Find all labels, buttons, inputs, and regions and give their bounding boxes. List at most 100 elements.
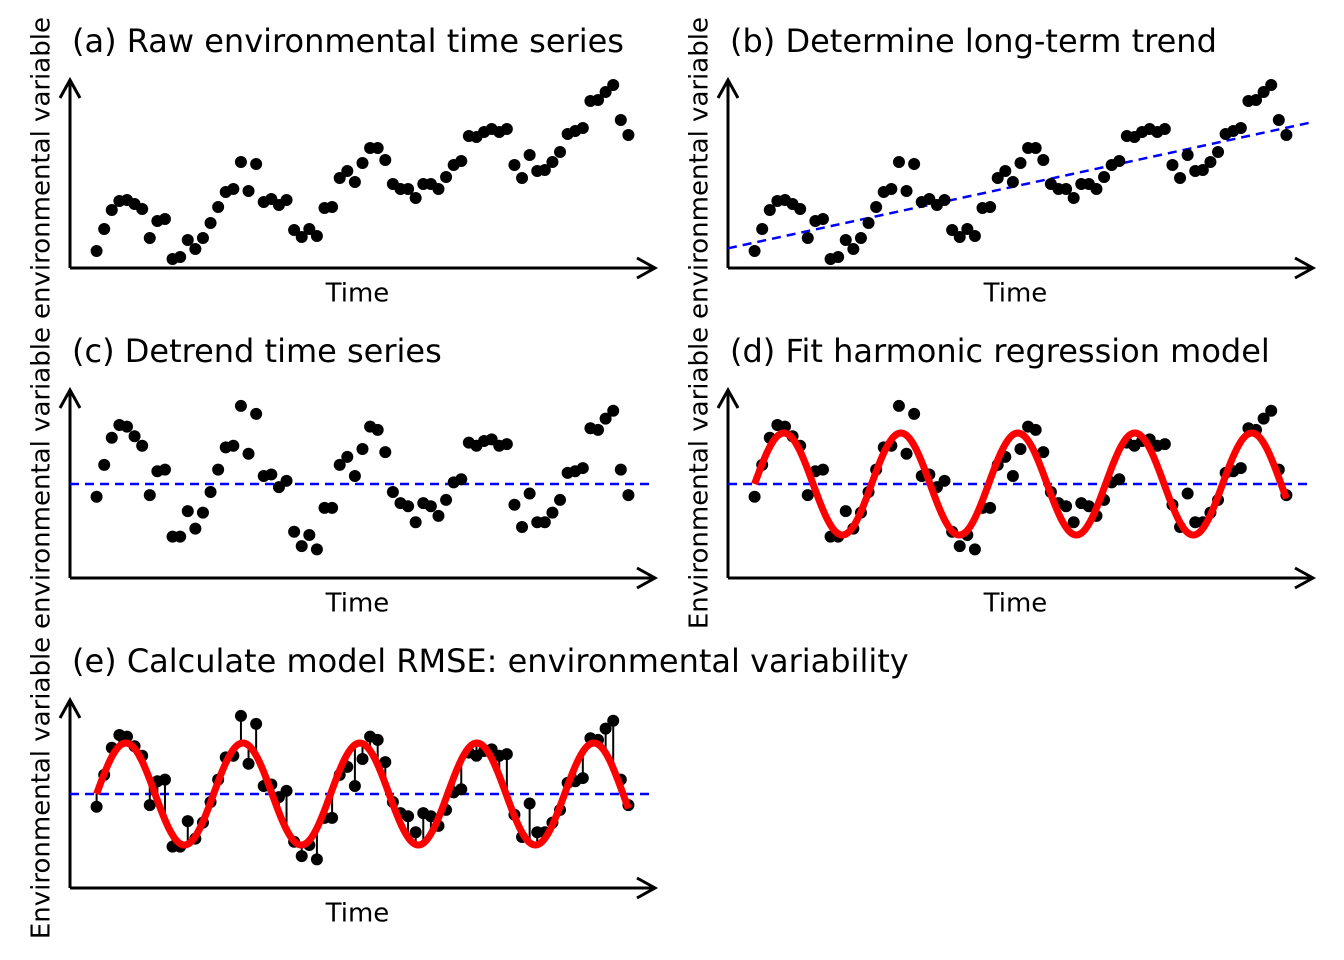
data-point	[576, 462, 589, 475]
panel-title: (e) Calculate model RMSE: environmental …	[72, 642, 909, 680]
x-axis	[728, 256, 1317, 280]
data-point	[523, 487, 536, 500]
data-point	[546, 506, 559, 519]
data-point	[402, 810, 415, 823]
data-point	[326, 811, 339, 824]
data-point	[599, 86, 612, 98]
data-point	[953, 231, 966, 243]
data-point	[1158, 123, 1171, 135]
data-point	[303, 528, 316, 541]
data-point	[538, 164, 551, 176]
data-point	[816, 213, 829, 225]
data-point	[1174, 172, 1187, 184]
data-point	[189, 243, 202, 255]
data-point	[968, 230, 981, 242]
data-point	[250, 158, 263, 170]
panel: (b) Determine long-term trend Time environ…	[685, 17, 1317, 319]
data-point	[968, 543, 981, 556]
data-point	[748, 245, 761, 257]
data-point	[832, 251, 845, 263]
data-point	[854, 232, 867, 244]
data-point	[991, 172, 1004, 184]
data-point	[1272, 114, 1285, 126]
y-axis-label: environmental variable	[685, 17, 715, 319]
data-point	[1196, 164, 1209, 176]
data-point	[333, 172, 346, 184]
data-point	[1257, 86, 1270, 98]
data-point	[143, 232, 156, 244]
data-point	[250, 717, 263, 730]
x-axis	[70, 566, 659, 590]
x-axis	[728, 566, 1317, 590]
data-point	[892, 156, 905, 168]
data-point	[500, 748, 513, 761]
data-point	[348, 780, 361, 793]
data-point	[212, 201, 225, 213]
data-point	[938, 474, 951, 487]
data-point	[288, 525, 301, 538]
data-point	[341, 165, 354, 177]
data-point	[242, 447, 255, 460]
data-point	[424, 500, 437, 513]
data-point	[1250, 94, 1263, 106]
data-point	[158, 213, 171, 225]
data-point	[455, 473, 468, 486]
data-point	[386, 485, 399, 498]
panel-title: (b) Determine long-term trend	[730, 22, 1217, 60]
data-point	[1090, 183, 1103, 195]
panel-title: (c) Detrend time series	[72, 332, 442, 370]
data-point	[265, 468, 278, 481]
data-point	[622, 129, 635, 141]
data-point	[554, 493, 567, 506]
data-point	[120, 420, 133, 433]
data-point	[1006, 176, 1019, 188]
data-point	[794, 203, 807, 215]
data-point	[371, 423, 384, 436]
data-point	[348, 176, 361, 188]
data-point	[158, 463, 171, 476]
data-point	[801, 489, 814, 502]
data-point	[523, 797, 536, 810]
data-point	[576, 772, 589, 785]
x-axis-label: Time	[983, 589, 1048, 619]
data-point	[592, 423, 605, 436]
data-point	[136, 203, 149, 215]
data-point	[763, 204, 776, 216]
data-point	[90, 490, 103, 503]
data-point	[614, 114, 627, 126]
data-point	[310, 853, 323, 866]
panel: (d) Fit harmonic regression model Time Env…	[685, 327, 1317, 629]
data-point	[204, 217, 217, 229]
data-point	[379, 756, 392, 769]
data-point	[1067, 192, 1080, 204]
data-point	[1280, 129, 1293, 141]
x-axis	[70, 876, 659, 900]
data-point	[333, 458, 346, 471]
data-point	[1098, 171, 1111, 183]
data-point	[295, 850, 308, 863]
data-point	[432, 183, 445, 195]
data-point	[801, 232, 814, 244]
data-point	[999, 165, 1012, 177]
data-point	[98, 458, 111, 471]
data-point	[1212, 146, 1225, 158]
data-point	[288, 224, 301, 236]
data-point	[1113, 155, 1126, 167]
data-point	[303, 223, 316, 235]
x-axis-label: Time	[983, 279, 1048, 309]
y-axis	[58, 76, 82, 268]
data-point	[105, 431, 118, 444]
x-axis	[70, 256, 659, 280]
data-point	[778, 420, 791, 433]
data-point	[204, 485, 217, 498]
y-axis-label: Environmental variable	[685, 327, 715, 629]
data-point	[227, 183, 240, 195]
data-point	[90, 245, 103, 257]
data-point	[250, 407, 263, 420]
data-point	[348, 470, 361, 483]
data-point	[946, 224, 959, 236]
data-point	[1234, 462, 1247, 475]
x-axis-label: Time	[325, 589, 390, 619]
data-point	[756, 223, 769, 235]
